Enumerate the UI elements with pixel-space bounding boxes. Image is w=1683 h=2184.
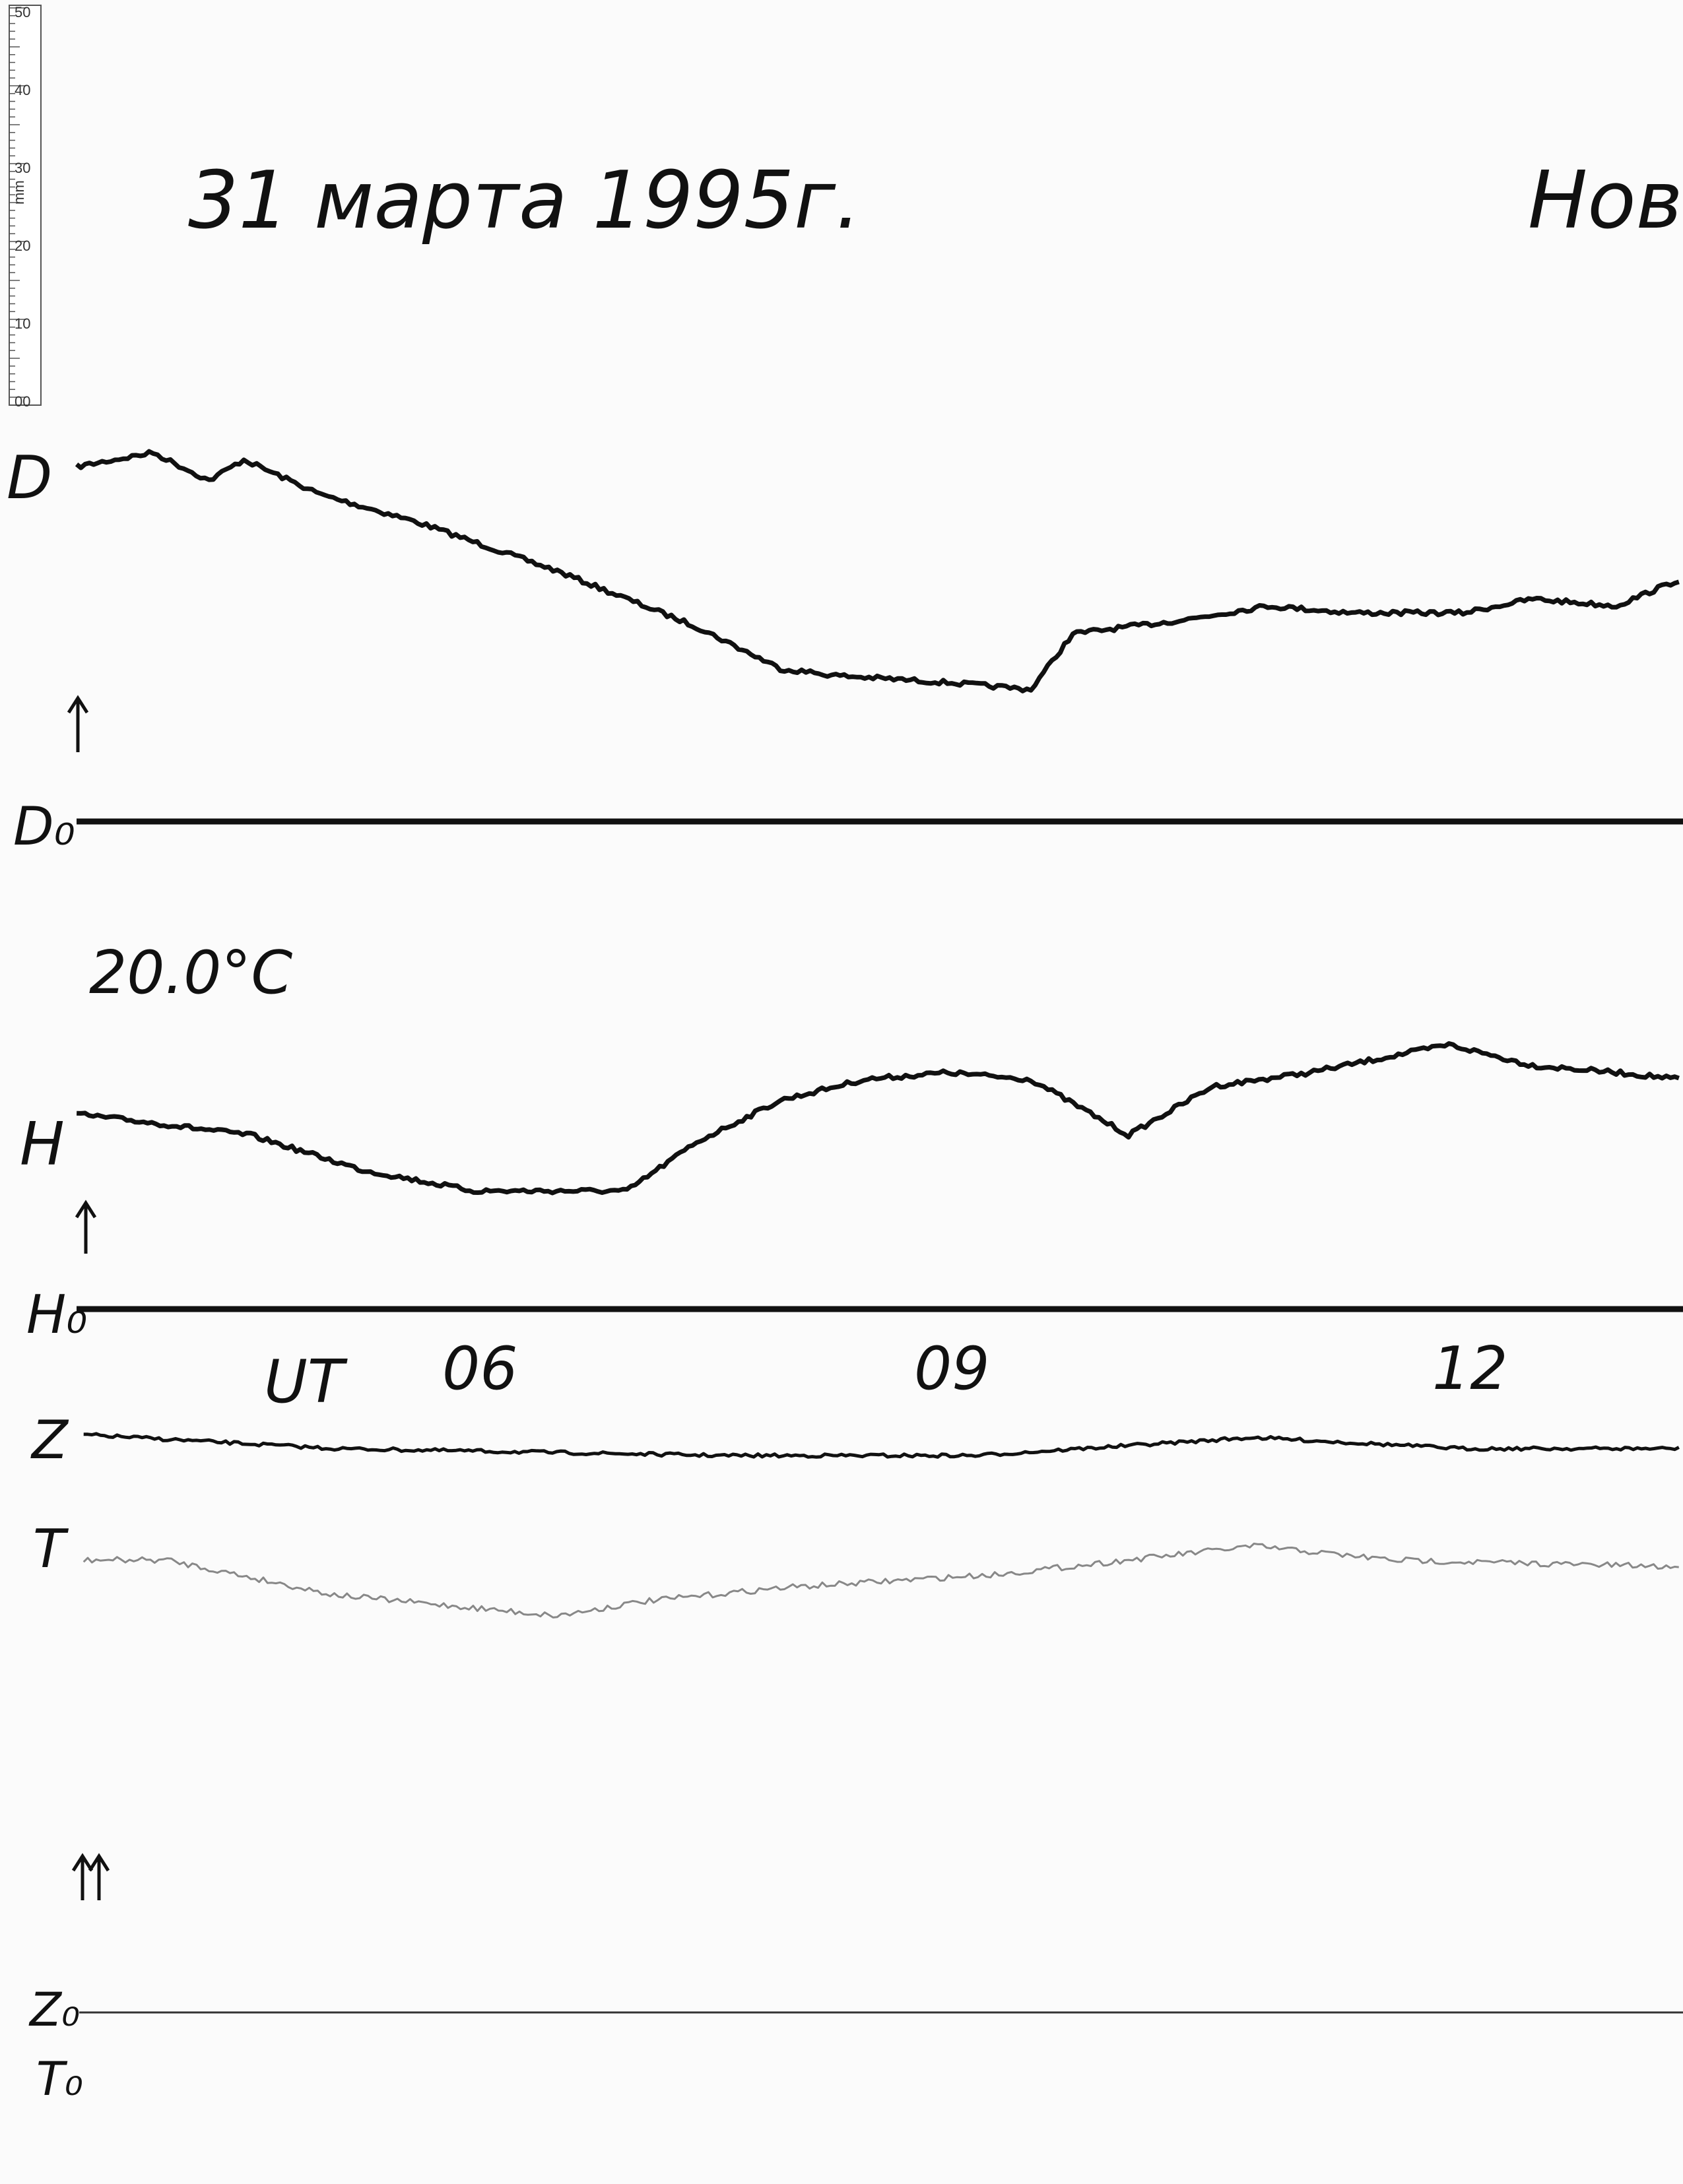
baseline-label: D₀	[13, 796, 75, 857]
trace	[82, 1543, 1679, 1619]
trace	[83, 1432, 1680, 1459]
ruler-label: 20	[15, 238, 30, 254]
arrow	[71, 1853, 94, 1900]
baseline-label: H₀	[26, 1284, 87, 1345]
trace-label: T	[33, 1518, 69, 1580]
time-label: 06	[442, 1334, 518, 1403]
trace-label: D	[7, 443, 52, 513]
ruler-label: 40	[15, 82, 30, 98]
ruler-label: 00	[15, 393, 30, 410]
ruler-label: 10	[15, 315, 30, 332]
arrow	[75, 1200, 97, 1254]
trace	[76, 1041, 1680, 1196]
time-label: 09	[914, 1334, 990, 1403]
ruler-ticks: 50 40 30 20 10 00	[9, 4, 30, 410]
baseline-label: T₀	[36, 2052, 83, 2106]
time-unit: UT	[264, 1347, 348, 1417]
trace-label: H	[20, 1110, 65, 1179]
arrow	[67, 695, 89, 752]
station-name: Нов	[1528, 155, 1682, 247]
ruler-label: 30	[15, 160, 30, 176]
arrow	[88, 1853, 110, 1900]
baseline-label: Z₀	[28, 1983, 80, 2037]
ruler	[9, 5, 42, 406]
ruler-unit: mm	[11, 180, 27, 205]
temperature-label: 20.0°C	[89, 938, 292, 1008]
date-title: 31 марта 1995г.	[188, 155, 861, 247]
arrows	[67, 695, 110, 1900]
trace	[75, 449, 1680, 693]
ruler-label: 50	[15, 4, 30, 20]
traces	[75, 449, 1680, 1619]
time-label: 12	[1432, 1334, 1508, 1403]
trace-label: Z	[30, 1409, 69, 1471]
